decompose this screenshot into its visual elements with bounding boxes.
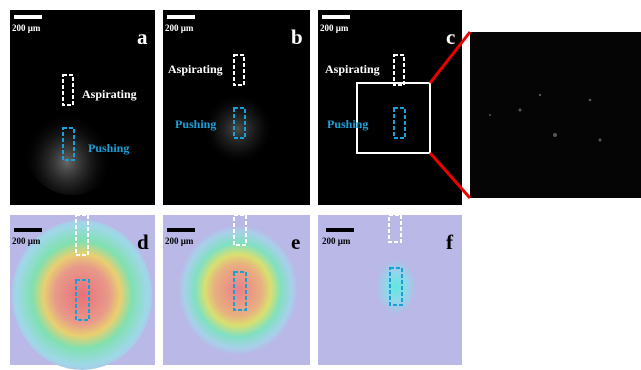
panel-label: d bbox=[137, 230, 149, 254]
scale-label: 200 µm bbox=[165, 236, 194, 246]
annotation: Aspirating bbox=[82, 87, 137, 101]
annotation: Aspirating bbox=[325, 62, 380, 76]
page: {"panels": [ {"label": "a", "scale_bar":… bbox=[0, 0, 641, 370]
annotation: Pushing bbox=[88, 141, 129, 155]
panel-label: e bbox=[291, 230, 300, 254]
panel-label: c bbox=[446, 25, 455, 49]
annotation: Pushing bbox=[175, 117, 216, 131]
scale-label: 200 µm bbox=[322, 236, 351, 246]
scale-label: 200 µm bbox=[12, 23, 41, 33]
annotation: Pushing bbox=[327, 117, 368, 131]
panel-label: f bbox=[446, 230, 454, 254]
panel-label: b bbox=[291, 25, 303, 49]
panel-label: a bbox=[137, 25, 148, 49]
panel-c bbox=[318, 10, 462, 205]
zoom-panel bbox=[470, 32, 641, 198]
scale-label: 200 µm bbox=[12, 236, 41, 246]
scale-label: 200 µm bbox=[320, 23, 349, 33]
figure: 200 µm 200 µm 200 µm 200 µm 200 µm 200 µ… bbox=[0, 0, 641, 370]
scale-label: 200 µm bbox=[165, 23, 194, 33]
annotation: Aspirating bbox=[168, 62, 223, 76]
